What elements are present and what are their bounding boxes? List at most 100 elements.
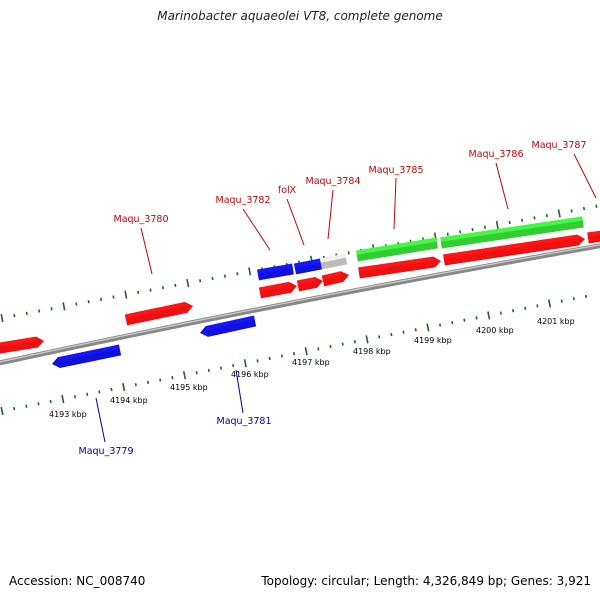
leader-line xyxy=(235,369,244,414)
tick-mark xyxy=(365,335,369,344)
tick-mark xyxy=(347,251,350,255)
tick-mark xyxy=(463,318,466,322)
tick-mark xyxy=(511,309,515,313)
gene-label: Maqu_3786 xyxy=(469,149,524,160)
tick-mark xyxy=(100,297,103,302)
tick-label: 4200 kbp xyxy=(476,326,514,335)
tick-mark xyxy=(536,304,539,308)
tick-mark xyxy=(211,276,214,281)
genome-summary-text: Topology: circular; Length: 4,326,849 bp… xyxy=(261,574,591,588)
feature-block xyxy=(319,253,348,270)
gene-arrow-maqu-3785 xyxy=(358,256,441,279)
tick-mark xyxy=(446,232,449,236)
tick-mark xyxy=(38,309,41,313)
tick-mark xyxy=(329,344,332,349)
tick-mark xyxy=(0,313,4,323)
tick-mark xyxy=(122,383,126,392)
backbone xyxy=(0,243,600,366)
gene-arrow-maqu-3787 xyxy=(587,230,600,244)
tick-label: 4194 kbp xyxy=(110,396,148,405)
tick-mark xyxy=(112,295,115,299)
tick-mark xyxy=(402,330,405,334)
tick-mark xyxy=(149,288,152,292)
tick-mark xyxy=(13,406,16,411)
tick-mark xyxy=(248,267,252,276)
tick-mark xyxy=(292,352,296,356)
gene-label: Maqu_3781 xyxy=(217,416,272,427)
gene-label: Maqu_3779 xyxy=(79,446,134,457)
tick-mark xyxy=(86,392,89,396)
tick-mark xyxy=(572,297,575,301)
tick-mark xyxy=(199,279,202,283)
leader-line xyxy=(95,397,106,443)
tick-mark xyxy=(378,335,381,339)
tick-mark xyxy=(87,300,90,304)
tick-mark xyxy=(471,227,474,232)
tick-mark xyxy=(37,402,40,406)
tick-mark xyxy=(0,406,4,416)
tick-mark xyxy=(475,316,478,320)
tick-mark xyxy=(25,311,28,315)
tick-mark xyxy=(570,209,573,213)
tick-mark xyxy=(524,306,527,310)
leader-line xyxy=(573,153,597,199)
tick-mark xyxy=(124,290,128,299)
tick-mark xyxy=(110,387,113,392)
tick-mark xyxy=(582,207,586,211)
tick-label: 4195 kbp xyxy=(170,383,208,392)
leader-line xyxy=(140,227,153,275)
gene-arrow-maqu-3779 xyxy=(52,344,122,368)
tick-label: 4193 kbp xyxy=(49,410,87,419)
tick-mark xyxy=(390,332,393,337)
tick-label: 4199 kbp xyxy=(414,336,452,345)
leader-line xyxy=(327,189,334,240)
gene-features xyxy=(0,216,600,368)
tick-mark xyxy=(219,366,223,370)
tick-mark xyxy=(50,307,53,311)
tick-mark xyxy=(560,299,563,303)
tick-mark xyxy=(426,323,430,332)
tick-mark xyxy=(584,294,588,298)
gene-arrow-maqu-3782 xyxy=(258,281,297,299)
tick-mark xyxy=(533,216,536,220)
tick-mark xyxy=(236,272,239,276)
gene-arrow-maqu-3786 xyxy=(443,234,585,266)
tick-mark xyxy=(195,371,198,375)
tick-mark xyxy=(13,314,16,318)
leader-line xyxy=(242,208,271,251)
gene-arrow-maqu-3781 xyxy=(200,315,257,337)
tick-mark xyxy=(547,299,552,308)
leader-line xyxy=(286,198,305,246)
accession-text: Accession: NC_008740 xyxy=(9,574,146,588)
tick-mark xyxy=(508,220,511,225)
tick-mark xyxy=(487,311,491,320)
tick-mark xyxy=(62,302,66,311)
gene-label: Maqu_3780 xyxy=(114,214,169,225)
tick-mark xyxy=(280,354,283,358)
tick-labels: 4193 kbp 4194 kbp 4195 kbp 4196 kbp 4197 kbp… xyxy=(49,317,575,419)
tick-mark xyxy=(304,347,308,356)
tick-mark xyxy=(495,220,499,229)
gene-label: folX xyxy=(278,185,297,196)
tick-mark xyxy=(459,230,462,234)
gene-arrow-forward xyxy=(0,336,44,354)
tick-mark xyxy=(341,342,344,346)
tick-mark xyxy=(159,378,162,382)
gene-label: Maqu_3785 xyxy=(369,165,424,176)
tick-mark xyxy=(414,328,417,332)
tick-mark xyxy=(317,347,320,351)
tick-mark xyxy=(137,290,140,295)
leader-line xyxy=(393,177,397,230)
tick-mark xyxy=(146,380,150,384)
tick-label: 4196 kbp xyxy=(231,370,269,379)
tick-mark xyxy=(451,320,454,325)
tick-mark xyxy=(61,394,65,404)
gene-labels: Maqu_3779 Maqu_3780 Maqu_3781 Maqu_3782 folX… xyxy=(79,140,597,457)
tick-mark xyxy=(75,302,78,306)
tick-mark xyxy=(73,395,77,399)
tick-mark xyxy=(557,209,561,218)
tick-mark xyxy=(98,390,101,394)
tick-mark xyxy=(207,368,210,373)
